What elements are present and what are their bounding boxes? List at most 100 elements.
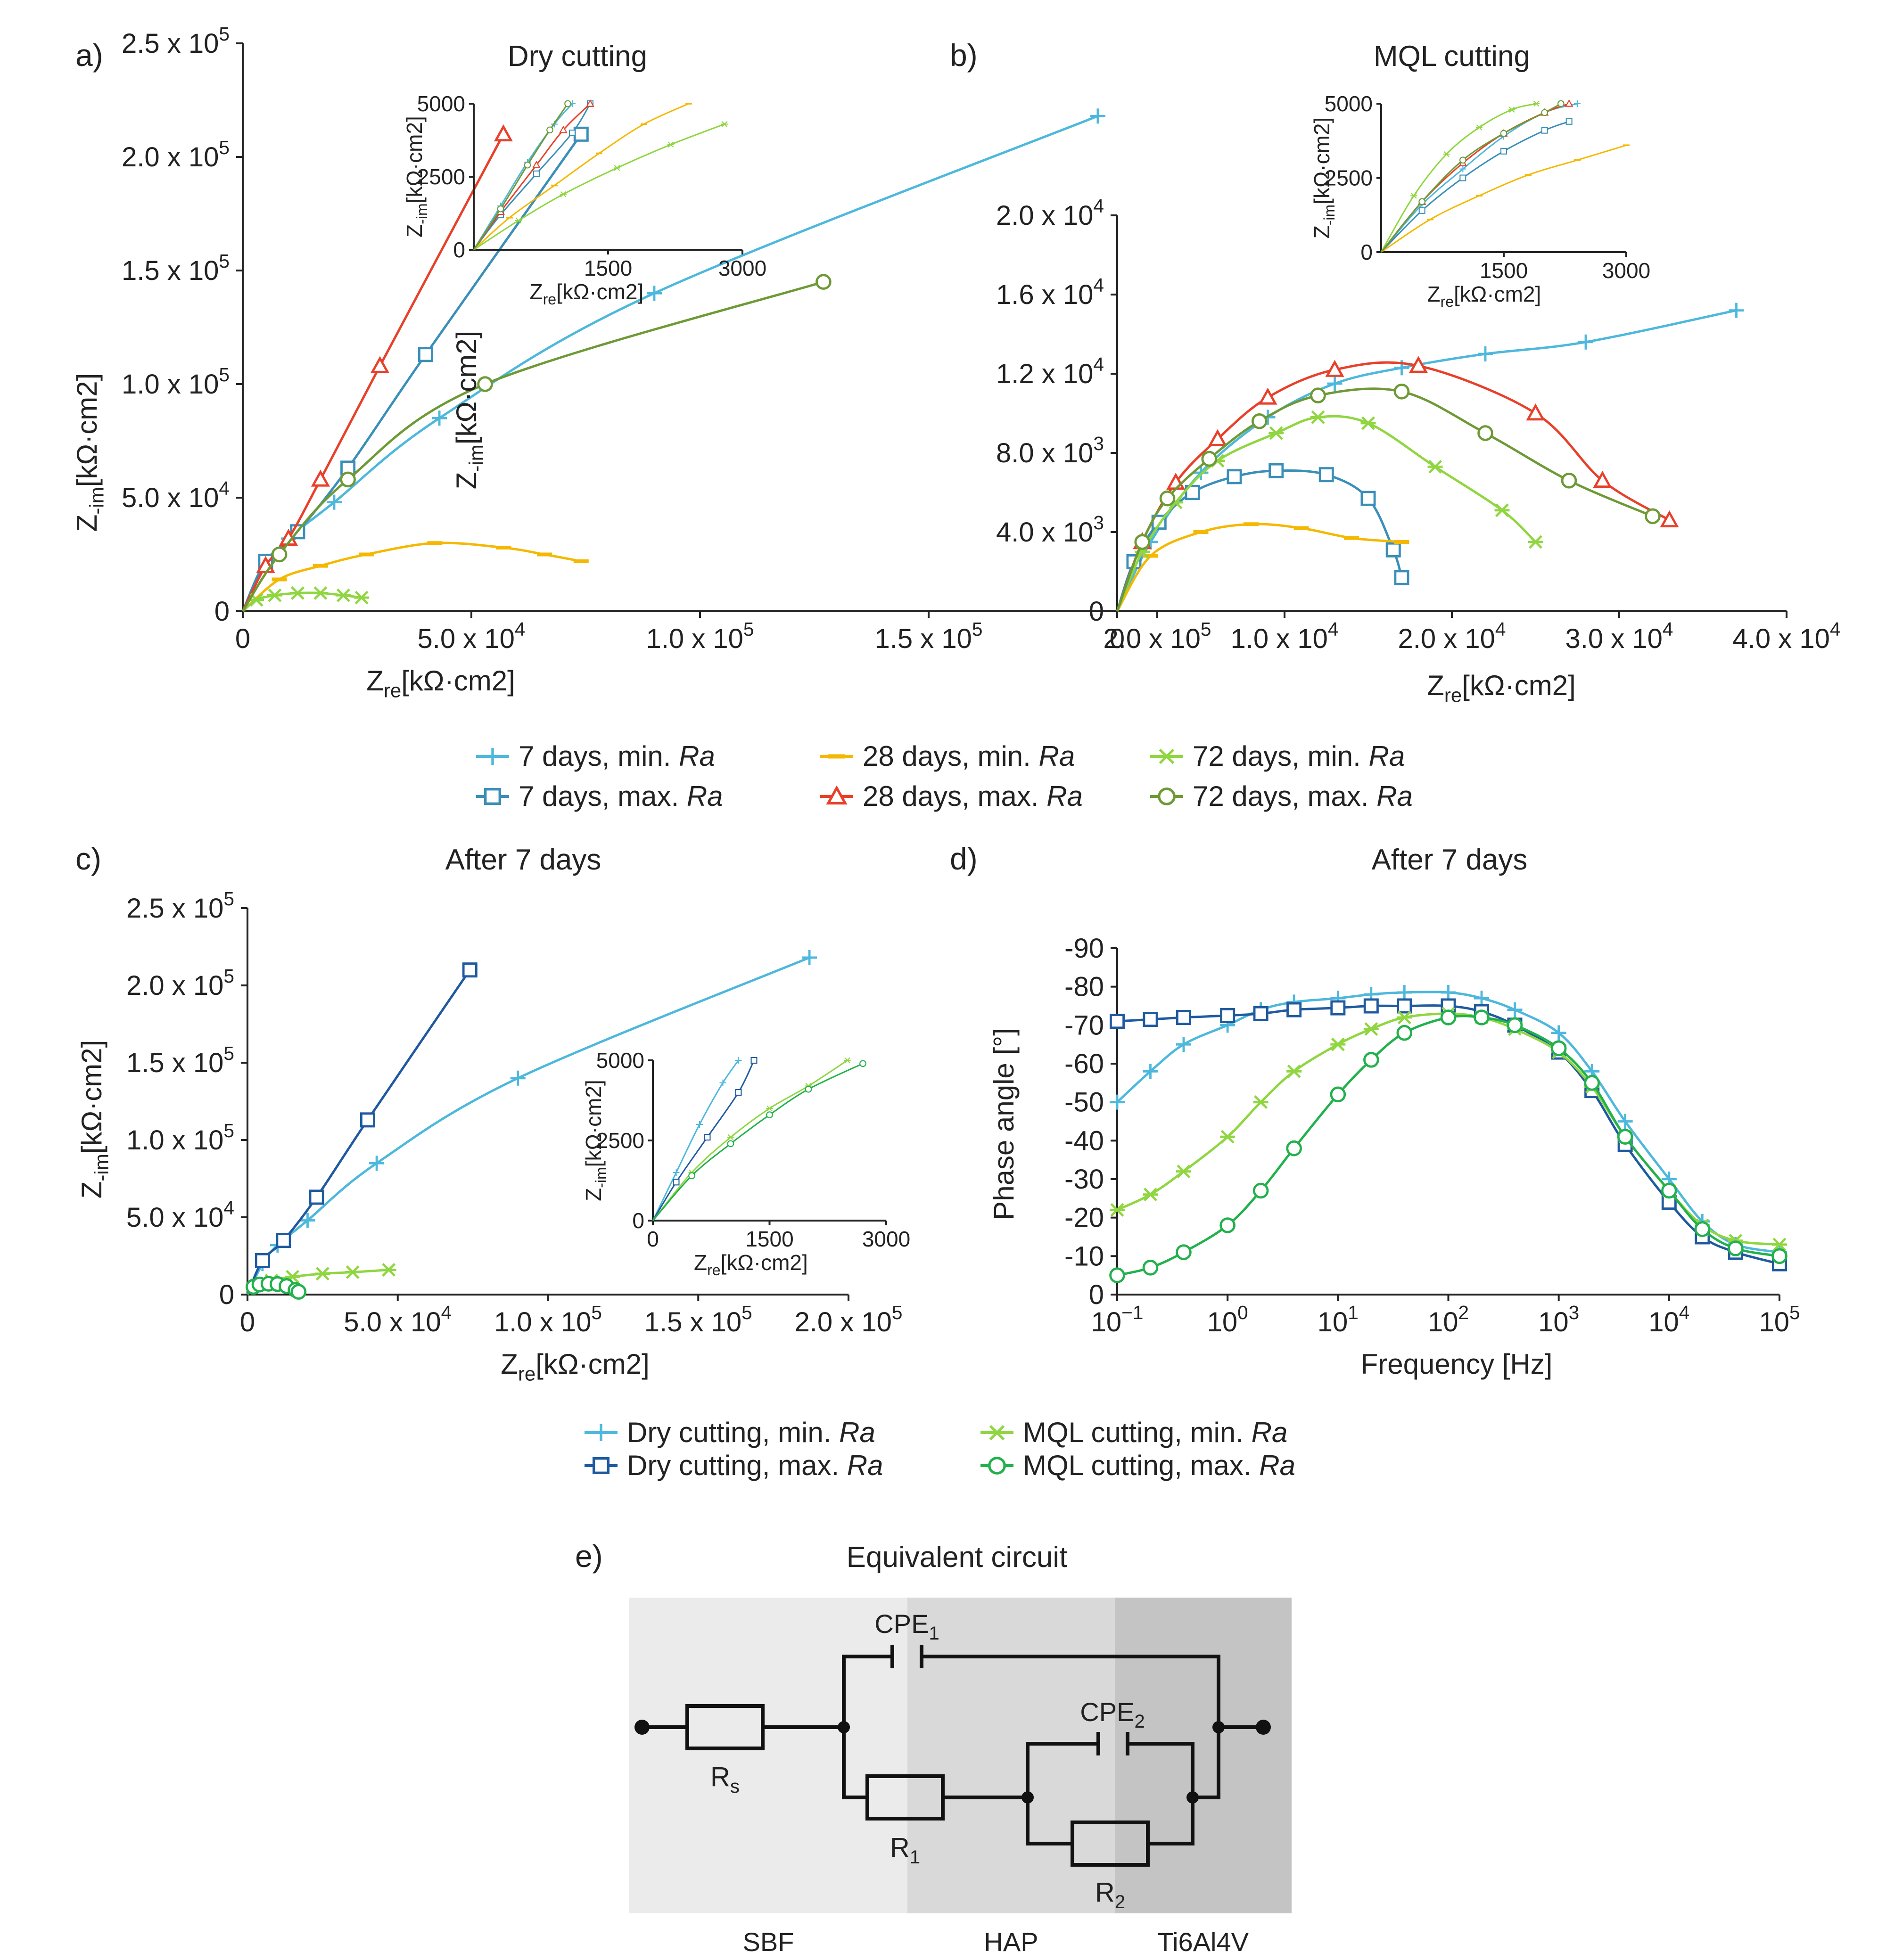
legend-label: 72 days, min. Ra	[1193, 740, 1405, 772]
data-point	[267, 588, 282, 602]
data-point	[815, 274, 832, 290]
data-point	[370, 356, 390, 373]
x-tick-label-a: 1.5 x 105	[875, 618, 983, 654]
inset-data-point	[546, 126, 553, 134]
inset-data-point	[766, 1105, 773, 1112]
data-point	[1526, 403, 1545, 421]
inset-x-tick-label: 3000	[718, 256, 766, 280]
inset-series-1	[652, 1057, 758, 1221]
node-4	[1212, 1721, 1225, 1733]
data-point	[255, 1253, 270, 1268]
inset-data-point	[1500, 130, 1507, 137]
x-tick-label-c: 5.0 x 104	[344, 1302, 452, 1337]
x-tick-label-a: 2.0 x 105	[1104, 618, 1211, 654]
legend-label: 72 days, max. Ra	[1193, 780, 1413, 812]
terminal-left	[634, 1720, 650, 1735]
data-point	[1109, 1014, 1125, 1029]
inset-y-tick-label: 2500	[417, 164, 465, 189]
data-point	[1134, 534, 1151, 550]
data-point	[1360, 416, 1376, 430]
series-line	[242, 541, 582, 612]
data-point	[327, 494, 342, 510]
panel-letter-b: b)	[950, 38, 978, 73]
data-point	[1220, 1130, 1236, 1144]
data-point	[1396, 1025, 1413, 1041]
data-point	[1385, 542, 1401, 558]
data-point	[573, 126, 589, 142]
inset-data-point	[1459, 156, 1466, 164]
data-point	[1397, 998, 1412, 1014]
data-point	[1193, 465, 1209, 480]
panel-letter-a: a)	[75, 38, 103, 73]
data-point	[1494, 503, 1510, 517]
data-point	[1441, 984, 1456, 1000]
data-point	[462, 962, 478, 978]
y-axis-label-a: Z-im[kΩ·cm2]	[71, 373, 108, 532]
y-tick-label-b: 2.0 x 104	[996, 195, 1104, 231]
x-tick-label-b: 2.0 x 104	[1398, 618, 1506, 654]
data-point	[345, 1265, 361, 1279]
inset-data-point	[614, 165, 620, 171]
data-point	[1478, 346, 1493, 361]
series-a-4	[242, 586, 370, 612]
region-sbf	[629, 1598, 907, 1913]
inset-b: 1500 3000 0 2500 5000 Zre[kΩ·cm2] Z-im[kΩ·cm2]	[1310, 91, 1650, 310]
series-a-3	[241, 124, 513, 612]
data-point	[1110, 1094, 1125, 1110]
inset-data-point	[688, 1172, 695, 1180]
chart-title-c: After 7 days	[445, 844, 601, 876]
inset-data-point	[1500, 148, 1507, 155]
y-tick-label-b: 0	[1089, 596, 1104, 627]
data-point	[1474, 991, 1489, 1006]
legend-item: MQL cutting, max. Ra	[980, 1450, 1295, 1481]
legend-item: 7 days, min. Ra	[476, 740, 715, 772]
data-point	[1728, 1240, 1744, 1256]
inset-data-point	[750, 1057, 758, 1064]
data-point	[1617, 1114, 1633, 1129]
data-point	[340, 471, 356, 488]
inset-data-point	[735, 1089, 742, 1096]
resistor-r1	[865, 1774, 945, 1821]
resistor-r2	[1071, 1821, 1150, 1867]
node-1	[838, 1721, 850, 1733]
panel-letter-e: e)	[575, 1539, 603, 1574]
series-a-2	[242, 541, 589, 612]
legend-marker	[593, 1424, 610, 1441]
data-point	[1660, 510, 1679, 527]
x-tick-label-c: 0	[240, 1307, 255, 1337]
data-point	[1201, 451, 1218, 467]
legend-label: 7 days, min. Ra	[519, 740, 715, 772]
inset-data-point	[1459, 165, 1466, 172]
inset-data-point	[560, 191, 567, 197]
inset-x-tick-label: 1500	[584, 256, 632, 280]
y-tick-label-a: 0	[214, 596, 230, 627]
legend-label: Dry cutting, max. Ra	[627, 1450, 883, 1481]
inset-series-line	[473, 103, 689, 251]
y-tick-label-d: -50	[1064, 1087, 1104, 1118]
data-point	[1258, 387, 1277, 405]
node-3	[1186, 1791, 1199, 1804]
data-point	[1507, 1002, 1523, 1017]
legend-item: MQL cutting, min. Ra	[980, 1417, 1287, 1448]
inset-data-point	[564, 100, 571, 107]
data-point	[1551, 1025, 1566, 1041]
series-c-3	[245, 1276, 307, 1300]
series-d-3	[1109, 1009, 1787, 1283]
data-point	[432, 410, 447, 426]
y-tick-label-d: -60	[1064, 1049, 1104, 1079]
chart-panel-b: b) MQL cutting 0 1.0 x 104 2.0 x 104 3.0 x 10…	[451, 38, 1840, 706]
data-point	[276, 1233, 291, 1248]
legend-item: Dry cutting, min. Ra	[585, 1417, 875, 1448]
data-point	[1507, 1017, 1523, 1033]
legend-marker	[988, 1457, 1006, 1475]
x-tick-label-a: 0	[235, 623, 250, 654]
series-a-5	[241, 274, 832, 612]
x-tick-label-c: 2.0 x 105	[795, 1302, 903, 1337]
inset-data-point	[586, 99, 594, 107]
legend-item: Dry cutting, max. Ra	[585, 1450, 883, 1481]
inset-data-point	[1476, 124, 1483, 131]
legend-item: 7 days, max. Ra	[476, 780, 723, 812]
inset-x-axis-label: Zre[kΩ·cm2]	[530, 279, 644, 308]
inset-series-line	[652, 1060, 739, 1221]
y-tick-label-d: -10	[1064, 1241, 1104, 1271]
